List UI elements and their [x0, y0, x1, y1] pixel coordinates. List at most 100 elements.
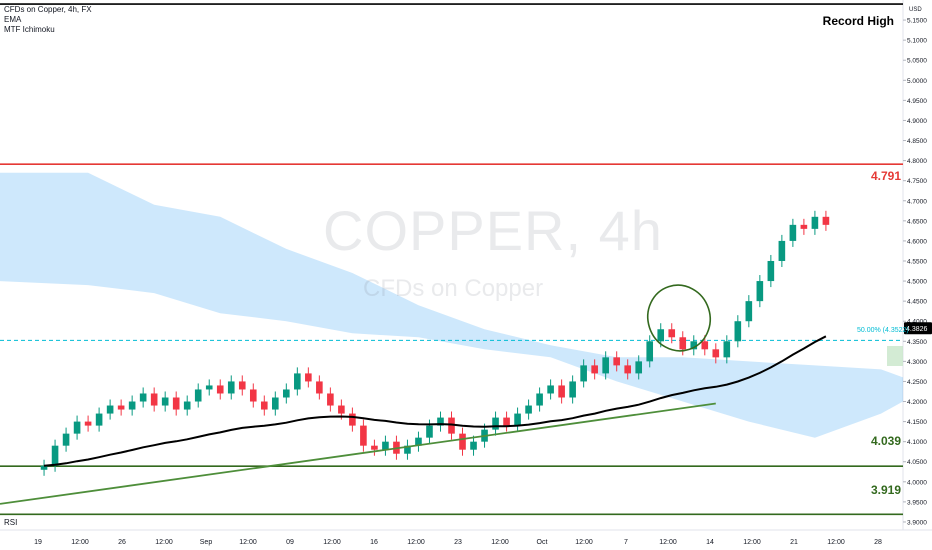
time-tick-label: 21: [790, 539, 798, 546]
candle-body: [646, 341, 654, 362]
candle-body: [514, 413, 521, 426]
record-high-label: Record High: [822, 14, 894, 28]
price-tick-label: 4.7000: [907, 198, 927, 205]
candle-body: [811, 216, 819, 229]
candle-body: [800, 224, 808, 229]
candle-body: [316, 381, 323, 394]
candle-body: [624, 365, 631, 374]
candle-body: [426, 425, 433, 438]
candle-body: [338, 405, 345, 414]
candle-body: [778, 240, 786, 261]
candle-body: [668, 329, 676, 338]
candle-body: [767, 260, 775, 282]
ichimoku-indicator-label[interactable]: MTF Ichimoku: [4, 25, 55, 34]
candle-body: [734, 321, 742, 342]
price-tick-label: 4.1000: [907, 439, 927, 446]
price-tick-label: 4.0500: [907, 459, 927, 466]
candle-body: [547, 385, 554, 394]
price-tick-label: 5.1000: [907, 38, 927, 45]
candle-body: [294, 373, 301, 390]
price-tick-label: 4.5000: [907, 279, 927, 286]
time-tick-label: 09: [286, 539, 294, 546]
candle-body: [404, 445, 411, 454]
candle-body: [679, 337, 687, 350]
price-tick-label: 4.3000: [907, 359, 927, 366]
candle-body: [690, 341, 698, 350]
price-axis-bg: [903, 0, 932, 550]
price-tick-label: 4.1500: [907, 419, 927, 426]
candle-body: [701, 341, 709, 350]
candle-body: [723, 341, 731, 358]
candle-body: [260, 401, 268, 410]
price-tick-label: 4.3500: [907, 339, 927, 346]
price-tick-label: 4.6500: [907, 218, 927, 225]
time-axis[interactable]: 19 12:00 26 12:00 Sep 12:00 09 12:00 16 12:00 23 12…: [34, 539, 882, 546]
candle-body: [40, 465, 48, 470]
symbol-title[interactable]: CFDs on Copper, 4h, FX: [4, 5, 92, 14]
time-tick-label: 12:00: [743, 539, 761, 546]
price-tick-label: 4.8000: [907, 158, 927, 165]
time-tick-label: 12:00: [407, 539, 425, 546]
price-axis[interactable]: 5.1500 5.1000 5.0500 5.0000 4.9500 4.9000 4.85…: [903, 18, 932, 527]
time-tick-label: 12:00: [71, 539, 89, 546]
candle-body: [525, 405, 532, 414]
candle-body: [84, 421, 92, 426]
candle-body: [712, 349, 720, 358]
ema-line: [43, 335, 827, 467]
candle-body: [459, 433, 466, 450]
candle-body: [205, 385, 213, 390]
candle-body: [415, 437, 422, 446]
price-tick-label: 4.8500: [907, 138, 927, 145]
support-label-1: 4.039: [871, 434, 902, 448]
time-tick-label: Sep: [200, 539, 213, 546]
candle-body: [62, 433, 70, 446]
candle-body: [822, 216, 830, 225]
time-tick-label: 12:00: [491, 539, 509, 546]
ema-indicator-label[interactable]: EMA: [4, 15, 22, 24]
time-tick-label: 28: [874, 539, 882, 546]
candle-body: [569, 381, 576, 398]
candle-body: [172, 397, 180, 410]
candle-body: [305, 373, 312, 382]
candle-body: [194, 389, 202, 402]
ichimoku-cloud: [0, 172, 903, 438]
price-tick-label: 4.4500: [907, 299, 927, 306]
price-tick-label: 4.7500: [907, 178, 927, 185]
candle-body: [349, 413, 356, 426]
price-tick-label: 5.1500: [907, 18, 927, 25]
candle-body: [73, 421, 81, 434]
price-tick-label: 5.0500: [907, 58, 927, 65]
candle-body: [602, 357, 609, 374]
price-tick-label: 4.2000: [907, 399, 927, 406]
candle-body: [128, 401, 136, 410]
candle-body: [580, 365, 587, 382]
candle-body: [106, 405, 114, 414]
rsi-pane-label[interactable]: RSI: [4, 518, 18, 527]
time-tick-label: 12:00: [239, 539, 257, 546]
trendline: [0, 402, 716, 505]
candle-body: [437, 417, 444, 426]
highlight-ellipse: [647, 284, 711, 352]
ema-path: [43, 335, 827, 467]
support-label-2: 3.919: [871, 483, 902, 497]
candles: [40, 210, 830, 476]
candle-body: [448, 417, 455, 434]
candle-body: [249, 389, 257, 402]
time-tick-label: 12:00: [323, 539, 341, 546]
time-tick-label: Oct: [537, 539, 548, 546]
candle-body: [492, 417, 499, 430]
candle-body: [613, 357, 620, 366]
candle-body: [360, 425, 367, 446]
current-price-tag: [904, 322, 932, 335]
time-tick-label: 12:00: [155, 539, 173, 546]
time-tick-label: 12:00: [575, 539, 593, 546]
candle-body: [558, 385, 565, 398]
candle-body: [635, 361, 643, 374]
candle-body: [327, 393, 334, 406]
currency-label: USD: [909, 7, 922, 13]
cloud-area: [0, 172, 903, 438]
time-tick-label: 16: [370, 539, 378, 546]
candle-body: [216, 385, 224, 394]
time-tick-label: 7: [624, 539, 628, 546]
